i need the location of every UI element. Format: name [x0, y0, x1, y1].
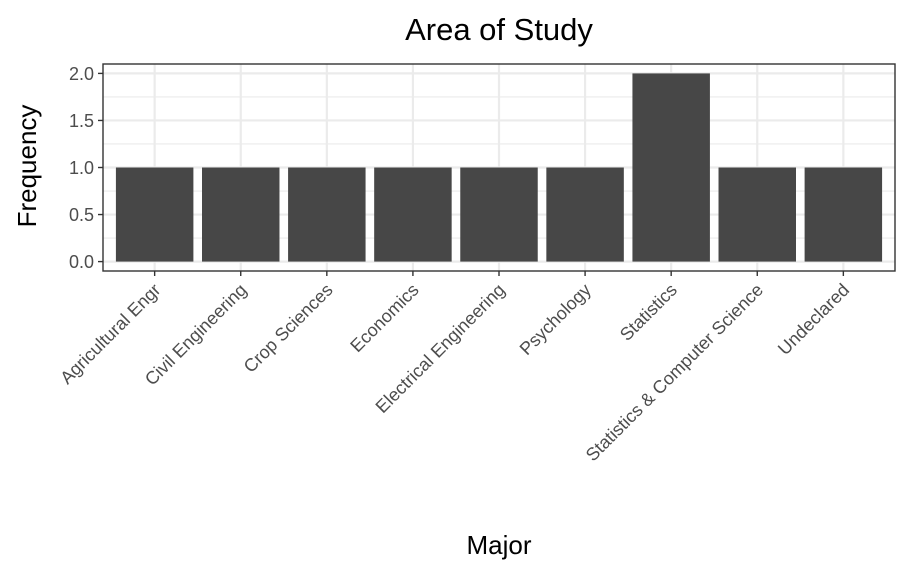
x-tick-label: Undeclared	[774, 280, 853, 359]
y-axis-ticks: 0.0 0.5 1.0 1.5 2.0	[69, 64, 103, 272]
x-tick-label: Psychology	[516, 280, 595, 359]
y-tick-label: 0.0	[69, 252, 94, 272]
x-tick-label: Statistics	[616, 280, 681, 345]
chart-title: Area of Study	[405, 12, 593, 47]
x-tick-label: Statistics & Computer Science	[582, 280, 767, 465]
y-tick-label: 2.0	[69, 64, 94, 84]
y-tick-label: 1.0	[69, 158, 94, 178]
y-tick-label: 0.5	[69, 205, 94, 225]
bar-7	[632, 73, 710, 262]
x-tick-label: Economics	[346, 280, 422, 356]
bar-5	[460, 167, 538, 262]
y-tick-label: 1.5	[69, 111, 94, 131]
x-tick-label: Crop Sciences	[240, 280, 337, 377]
bar-1	[115, 167, 194, 262]
x-axis-label: Major	[466, 530, 531, 560]
bar-3	[288, 167, 366, 262]
bar-4	[374, 167, 452, 262]
bars	[115, 73, 883, 262]
y-axis-label: Frequency	[12, 105, 42, 228]
bar-8	[718, 167, 796, 262]
bar-9	[804, 167, 883, 262]
bar-2	[202, 167, 280, 262]
bar-6	[546, 167, 624, 262]
